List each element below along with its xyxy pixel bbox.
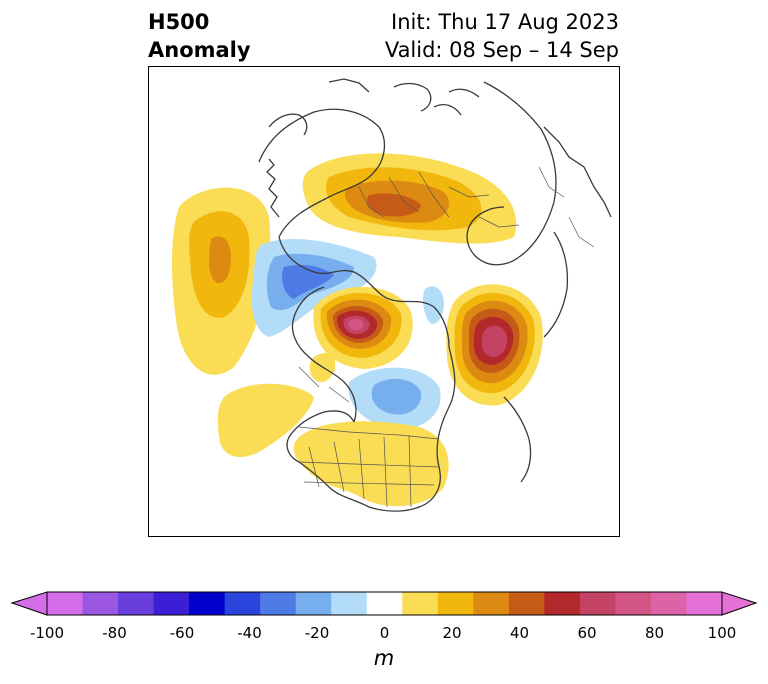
title-field: Anomaly bbox=[148, 38, 251, 62]
colorbar-cell bbox=[508, 592, 545, 615]
colorbar-tick-label: -100 bbox=[29, 624, 65, 642]
colorbar-cell bbox=[437, 592, 474, 615]
colorbar-cell bbox=[579, 592, 616, 615]
colorbar-cell bbox=[153, 592, 190, 615]
anomaly-map bbox=[172, 78, 612, 512]
colorbar-tick-label: 60 bbox=[577, 624, 597, 642]
colorbar-cell bbox=[82, 592, 119, 615]
colorbar-cell bbox=[650, 592, 687, 615]
colorbar-cell bbox=[224, 592, 261, 615]
colorbar-cell bbox=[366, 592, 403, 615]
colorbar-tick-label: -40 bbox=[237, 624, 262, 642]
units-label: m bbox=[373, 646, 395, 670]
colorbar-cell bbox=[331, 592, 368, 615]
colorbar-tick-label: -20 bbox=[304, 624, 330, 642]
colorbar-tick-label: 0 bbox=[379, 624, 390, 642]
siberia-arctic-ridge bbox=[302, 153, 517, 244]
colorbar-tick-label: 100 bbox=[707, 624, 737, 642]
map-subtitle: Init: Thu 17 Aug 2023 Valid: 08 Sep – 14… bbox=[385, 8, 619, 64]
colorbar-cell bbox=[260, 592, 297, 615]
colorbar bbox=[10, 591, 758, 616]
init-date: Init: Thu 17 Aug 2023 bbox=[391, 10, 619, 34]
colorbar-tick-label: 80 bbox=[644, 624, 665, 642]
colorbar-cell bbox=[402, 592, 439, 615]
colorbar-tick-label: 20 bbox=[442, 624, 462, 642]
colorbar-cell bbox=[473, 592, 510, 615]
colorbar-cell bbox=[615, 592, 652, 615]
colorbar-cell bbox=[189, 592, 226, 615]
colorbar-cell bbox=[118, 592, 155, 615]
title-variable: H500 bbox=[148, 10, 210, 34]
colorbar-cell bbox=[544, 592, 581, 615]
colorbar-cell bbox=[47, 592, 84, 615]
colorbar-tick-label: 40 bbox=[509, 624, 530, 642]
colorbar-tick-label: -60 bbox=[169, 624, 195, 642]
political-borders bbox=[298, 166, 595, 508]
colorbar-cell bbox=[686, 592, 723, 615]
valid-range: Valid: 08 Sep – 14 Sep bbox=[384, 38, 619, 62]
hudson-bay-trough bbox=[348, 286, 444, 430]
coastlines bbox=[258, 78, 612, 512]
north-atlantic-ridge bbox=[446, 284, 543, 406]
colorbar-cells bbox=[47, 592, 723, 615]
colorbar-tick-label: -80 bbox=[102, 624, 127, 642]
colorbar-cell bbox=[295, 592, 332, 615]
colorbar-extend-high bbox=[721, 591, 758, 616]
map-title: H500 Anomaly bbox=[148, 8, 251, 64]
north-pacific-ridge bbox=[172, 187, 271, 375]
colorbar-extend-low bbox=[10, 591, 48, 616]
map-panel bbox=[148, 66, 620, 537]
colorbar-outline bbox=[46, 591, 723, 616]
central-canada-ridge bbox=[313, 286, 413, 369]
